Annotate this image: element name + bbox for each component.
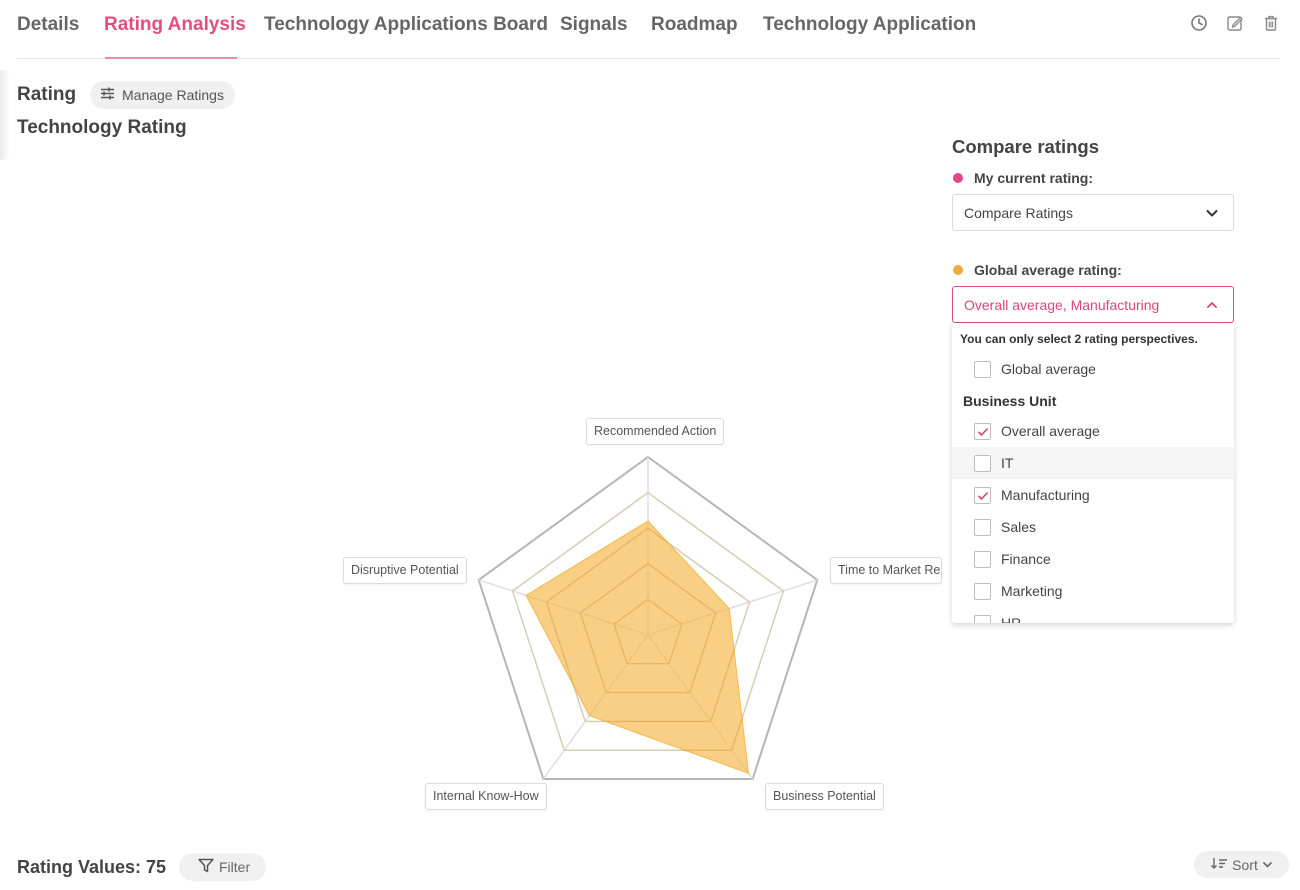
global-rating-dot (953, 265, 963, 275)
option-label: Sales (1001, 519, 1037, 535)
delete-icon[interactable] (1262, 14, 1280, 32)
manage-ratings-label: Manage Ratings (122, 87, 224, 103)
left-panel-shadow (0, 70, 10, 160)
option-manufacturing[interactable]: Manufacturing (952, 479, 1234, 511)
tab-details[interactable]: Details (17, 14, 80, 35)
option-label: Manufacturing (1001, 487, 1090, 503)
business-unit-group-label: Business Unit (963, 393, 1057, 409)
global-rating-legend: Global average rating: (953, 262, 1122, 278)
checkbox[interactable] (974, 582, 991, 600)
radar-grid-ring (613, 598, 683, 665)
tab-technology-applications-board[interactable]: Technology Applications Board (264, 14, 548, 35)
radar-axis-spoke (542, 634, 649, 780)
option-global-average[interactable]: Global average (952, 353, 1234, 385)
option-label: HR (1001, 615, 1022, 623)
radar-series-area (525, 520, 750, 774)
technology-rating-heading: Technology Rating (17, 117, 187, 138)
radar-axis-spoke (647, 634, 754, 780)
option-label: Marketing (1001, 583, 1063, 599)
option-it[interactable]: IT (952, 447, 1234, 479)
tab-bar: Details Rating Analysis Technology Appli… (17, 0, 1280, 59)
global-rating-label: Global average rating: (974, 262, 1122, 278)
rating-heading: Rating (17, 84, 77, 105)
checkbox[interactable] (974, 454, 991, 472)
option-label: IT (1001, 455, 1014, 471)
option-sales[interactable]: Sales (952, 511, 1234, 543)
chevron-up-icon (1205, 298, 1219, 312)
checkbox[interactable] (974, 518, 991, 536)
sliders-icon (100, 87, 115, 103)
checkbox[interactable] (974, 550, 991, 568)
manage-ratings-button[interactable]: Manage Ratings (90, 81, 235, 109)
option-finance[interactable]: Finance (952, 543, 1234, 575)
tab-rating-analysis[interactable]: Rating Analysis (104, 14, 246, 35)
radar-grid-ring (511, 491, 785, 752)
radar-grid-ring (477, 455, 819, 781)
axis-label-internal-know-how: Internal Know-How (425, 783, 547, 810)
tab-signals[interactable]: Signals (560, 14, 628, 35)
selection-limit-note: You can only select 2 rating perspective… (960, 332, 1198, 346)
current-rating-label: My current rating: (974, 170, 1094, 186)
filter-icon (198, 858, 214, 876)
global-rating-select[interactable]: Overall average, Manufacturing (952, 286, 1234, 323)
axis-label-recommended-action: Recommended Action (586, 418, 725, 445)
sort-label: Sort (1232, 856, 1258, 873)
chevron-down-icon (1262, 857, 1273, 873)
toolbar-icons (1190, 14, 1280, 32)
checkbox-checked[interactable] (974, 486, 991, 504)
sort-icon (1210, 857, 1228, 873)
option-label: Global average (1001, 361, 1096, 377)
option-label: Finance (1001, 551, 1051, 567)
axis-label-time-to-market: Time to Market Readiness (830, 557, 942, 584)
rating-perspectives-dropdown: You can only select 2 rating perspective… (952, 323, 1234, 623)
tab-roadmap[interactable]: Roadmap (651, 14, 738, 35)
radar-grid-overlay (613, 598, 683, 665)
radar-grid-ring (545, 527, 751, 723)
radar-grid-ring (579, 562, 717, 694)
current-rating-dot (953, 173, 963, 183)
option-overall-average[interactable]: Overall average (952, 415, 1234, 447)
filter-label: Filter (219, 859, 251, 875)
checkbox-checked[interactable] (974, 422, 991, 440)
radar-axis-spoke (647, 579, 818, 636)
radar-axis-spoke (478, 579, 649, 636)
option-label: Overall average (1001, 423, 1100, 439)
chevron-down-icon (1205, 206, 1219, 220)
sort-button[interactable]: Sort (1194, 851, 1289, 878)
current-rating-value: Compare Ratings (964, 204, 1073, 221)
current-rating-legend: My current rating: (953, 170, 1093, 186)
global-rating-value: Overall average, Manufacturing (964, 296, 1160, 313)
tab-technology-application[interactable]: Technology Application (763, 14, 977, 35)
radar-grid-overlay (511, 491, 785, 751)
radar-grid-overlay (545, 527, 751, 722)
axis-label-disruptive-potential: Disruptive Potential (343, 557, 467, 584)
edit-icon[interactable] (1226, 14, 1244, 32)
option-hr[interactable]: HR (952, 607, 1234, 623)
compare-ratings-title: Compare ratings (952, 136, 1100, 157)
checkbox[interactable] (974, 360, 991, 378)
radar-grid-overlay (579, 563, 717, 694)
rating-values-heading: Rating Values: 75 (17, 857, 167, 877)
filter-button[interactable]: Filter (179, 853, 267, 881)
option-marketing[interactable]: Marketing (952, 575, 1234, 607)
history-icon[interactable] (1190, 14, 1208, 32)
active-tab-indicator (105, 57, 237, 59)
current-rating-select[interactable]: Compare Ratings (952, 194, 1234, 231)
axis-label-business-potential: Business Potential (765, 783, 884, 810)
checkbox[interactable] (974, 614, 991, 623)
